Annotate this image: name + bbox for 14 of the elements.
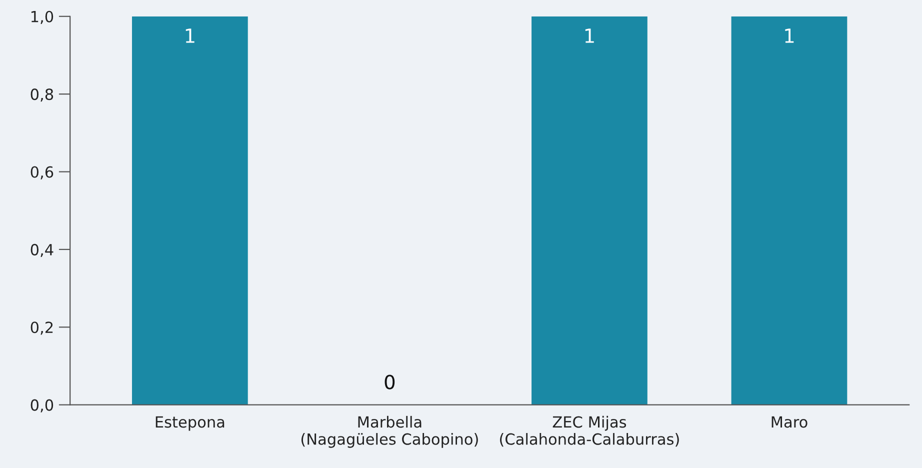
y-tick-label: 0,0 — [30, 399, 54, 412]
y-tick-label: 0,8 — [30, 88, 54, 102]
x-tick-label: Maro — [772, 416, 808, 428]
x-tick-label: ZEC Mijas (Calahonda-Calaburras) — [500, 416, 679, 447]
x-tick-label: Estepona — [156, 416, 224, 431]
y-tick-label: 1,0 — [31, 10, 54, 24]
x-tick-label: Marbella (Nagagüeles Cabopino) — [301, 416, 478, 448]
data-label: 1 — [585, 28, 594, 43]
data-label: 1 — [785, 28, 794, 43]
y-tick-label: 0,2 — [30, 322, 53, 335]
y-tick-label: 0,4 — [30, 244, 54, 258]
data-label: 0 — [384, 374, 395, 390]
y-tick-label: 0,6 — [30, 166, 54, 180]
data-label: 1 — [186, 28, 194, 43]
